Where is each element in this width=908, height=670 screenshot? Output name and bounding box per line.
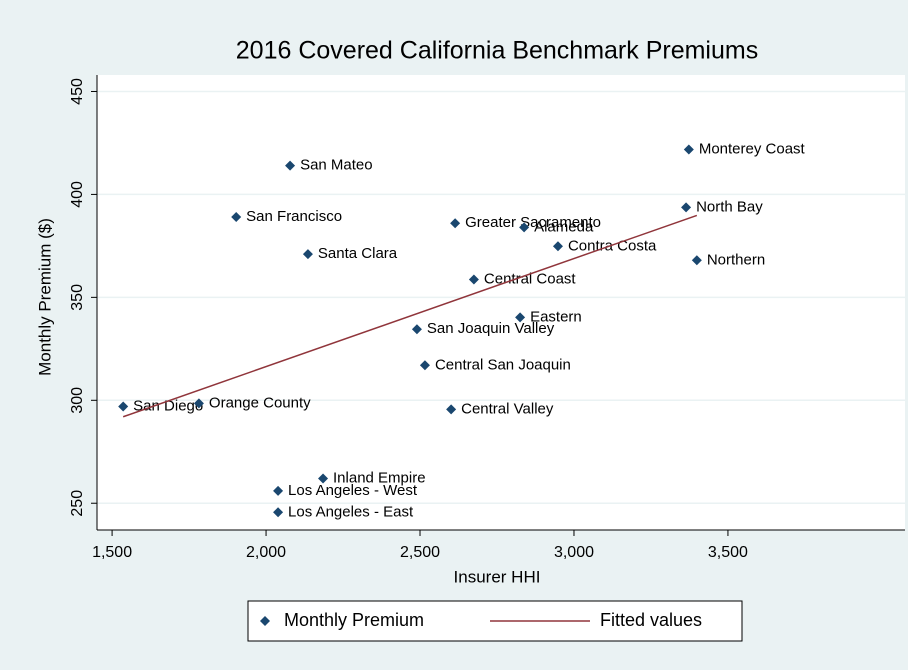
x-tick-label: 3,500	[708, 544, 748, 561]
point-label: San Mateo	[300, 157, 373, 174]
point-label: San Joaquin Valley	[427, 320, 555, 337]
x-tick-label: 2,500	[400, 544, 440, 561]
legend	[247, 600, 743, 642]
fit-line	[122, 214, 698, 418]
point-label: San Francisco	[246, 208, 342, 225]
y-tick-label: 300	[69, 387, 86, 414]
chart-title: 2016 Covered California Benchmark Premiu…	[236, 37, 758, 65]
y-tick-label: 250	[69, 490, 86, 517]
point	[446, 404, 457, 415]
point-label: Central Coast	[484, 270, 577, 287]
y-tick-label: 350	[69, 284, 86, 311]
point	[552, 241, 563, 252]
point	[419, 360, 430, 371]
point	[231, 212, 242, 223]
y-axis-label: Monthly Premium ($)	[35, 218, 54, 376]
x-tick-label: 3,000	[554, 544, 594, 561]
legend-marker	[260, 616, 270, 626]
point-label: Northern	[707, 251, 765, 268]
point-label: Greater Sacramento	[465, 214, 601, 231]
point	[681, 202, 692, 213]
point-label: Central San Joaquin	[435, 356, 571, 373]
point-label: Alameda	[534, 218, 594, 235]
y-tick-label: 450	[69, 78, 86, 105]
point	[318, 473, 329, 484]
point	[683, 144, 694, 155]
point	[515, 312, 526, 323]
point	[450, 218, 461, 229]
legend-label: Monthly Premium	[284, 610, 424, 630]
point	[468, 274, 479, 285]
point	[273, 507, 284, 518]
x-axis-label: Insurer HHI	[454, 567, 541, 586]
plot-area	[97, 75, 905, 530]
point	[691, 255, 702, 266]
point-label: Eastern	[530, 308, 582, 325]
point	[302, 249, 313, 260]
point-label: San Diego	[133, 397, 203, 414]
point	[519, 222, 530, 233]
point-label: North Bay	[696, 198, 763, 215]
y-tick-label: 400	[69, 181, 86, 208]
point-label: Los Angeles - East	[288, 503, 414, 520]
point-label: Monterey Coast	[699, 140, 806, 157]
legend-label: Fitted values	[600, 610, 702, 630]
point-label: Inland Empire	[333, 469, 426, 486]
point	[193, 398, 204, 409]
point-label: Central Valley	[461, 400, 554, 417]
point-label: Orange County	[209, 394, 311, 411]
point-label: Santa Clara	[318, 245, 398, 262]
point	[118, 401, 129, 412]
point	[411, 324, 422, 335]
point-label: Los Angeles - West	[288, 482, 418, 499]
point	[285, 160, 296, 171]
x-tick-label: 1,500	[92, 544, 132, 561]
x-tick-label: 2,000	[246, 544, 286, 561]
point	[273, 485, 284, 496]
